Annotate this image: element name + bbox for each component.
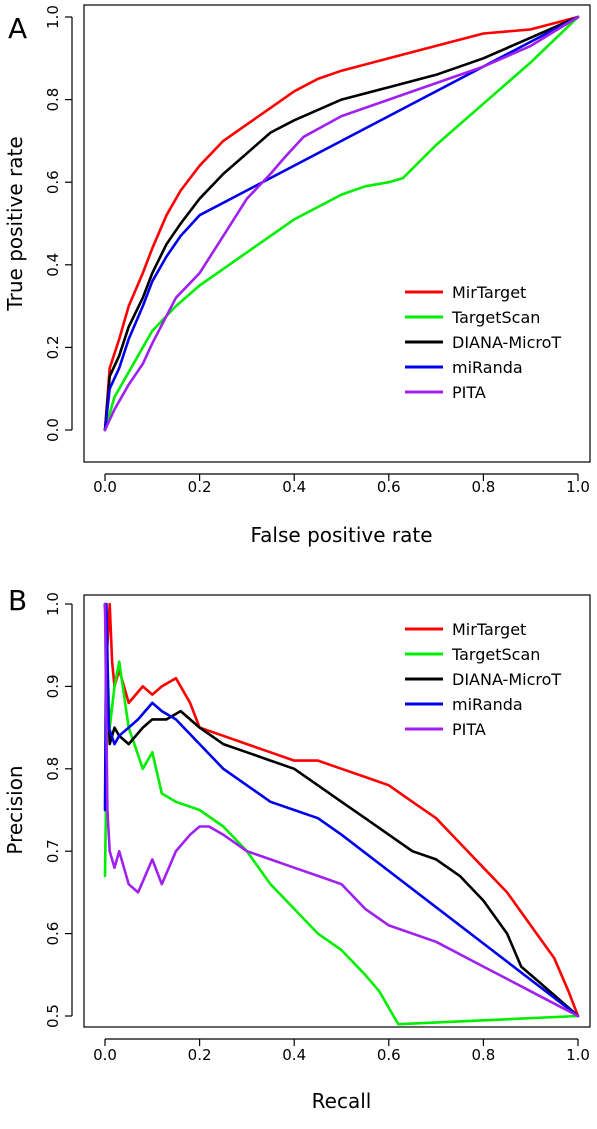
y-tick-label: 0.6: [44, 922, 62, 946]
legend-label: PITA: [452, 383, 486, 402]
x-tick-label: 1.0: [566, 1046, 590, 1064]
y-axis-title: Precision: [3, 765, 27, 854]
legend-label: TargetScan: [451, 308, 540, 327]
x-tick-label: 0.2: [188, 1046, 212, 1064]
x-tick-label: 0.0: [93, 478, 117, 496]
y-tick-label: 0.9: [44, 674, 62, 698]
y-tick-label: 0.2: [44, 335, 62, 359]
series-line-pita: [103, 602, 580, 1018]
x-tick-label: 0.8: [471, 478, 495, 496]
legend-label: DIANA-MicroT: [452, 333, 561, 352]
legend-label: MirTarget: [452, 620, 526, 639]
x-tick-label: 1.0: [566, 478, 590, 496]
x-axis-title: Recall: [312, 1089, 372, 1113]
series-line-targetscan: [103, 15, 580, 432]
y-axis-title: True positive rate: [3, 136, 27, 311]
y-tick-label: 0.0: [44, 418, 62, 442]
legend: MirTarget TargetScan DIANA-MicroT miRanda PI…: [405, 283, 561, 402]
chart-panel-a: A 0.0 0.2 0.4 0.6 0.8 1.0 False positive rate 0.…: [3, 4, 591, 547]
legend-label: PITA: [452, 720, 486, 739]
series-line-diana-microt: [103, 602, 580, 1018]
plot-frame: [83, 4, 591, 463]
x-tick-label: 0.6: [377, 478, 401, 496]
y-tick-label: 0.4: [44, 253, 62, 277]
panel-label: B: [8, 584, 27, 617]
chart-panel-b: B 0.0 0.2 0.4 0.6 0.8 1.0 Recall 0.5 0.6 0.7 0.8 0.9…: [3, 584, 591, 1113]
series-line-miranda: [103, 15, 580, 432]
series-line-pita: [103, 15, 580, 432]
x-tick-label: 0.0: [93, 1046, 117, 1064]
series-line-targetscan: [103, 660, 580, 1026]
x-tick-label: 0.4: [282, 1046, 306, 1064]
x-axis-title: False positive rate: [251, 523, 433, 547]
legend-label: miRanda: [452, 695, 523, 714]
x-tick-label: 0.8: [471, 1046, 495, 1064]
legend-label: DIANA-MicroT: [452, 670, 561, 689]
y-tick-label: 0.6: [44, 170, 62, 194]
series-line-diana-microt: [103, 15, 580, 432]
y-tick-label: 0.5: [44, 1004, 62, 1028]
legend-label: miRanda: [452, 358, 523, 377]
series-line-mirtarget: [103, 602, 580, 1018]
plot-frame: [83, 594, 591, 1028]
legend-label: MirTarget: [452, 283, 526, 302]
series-line-mirtarget: [103, 15, 580, 432]
y-tick-label: 1.0: [44, 592, 62, 616]
x-tick-label: 0.2: [188, 478, 212, 496]
y-tick-label: 0.8: [44, 88, 62, 112]
series-line-miranda: [103, 602, 580, 1018]
x-tick-label: 0.6: [377, 1046, 401, 1064]
legend-label: TargetScan: [451, 645, 540, 664]
x-tick-label: 0.4: [282, 478, 306, 496]
panel-label: A: [8, 12, 27, 45]
y-tick-label: 1.0: [44, 5, 62, 29]
legend: MirTarget TargetScan DIANA-MicroT miRanda PI…: [405, 620, 561, 739]
y-tick-label: 0.8: [44, 757, 62, 781]
y-tick-label: 0.7: [44, 839, 62, 863]
